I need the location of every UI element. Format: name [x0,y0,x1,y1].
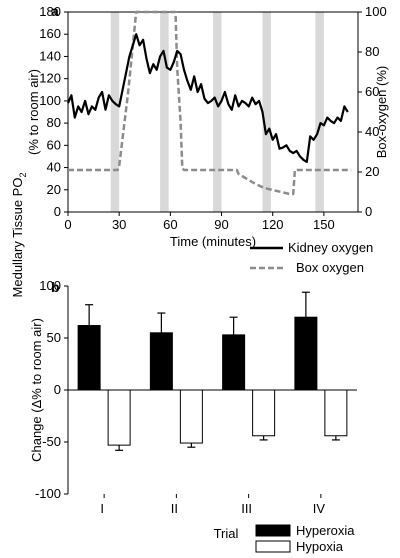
panel-a-xlabel: Time (minutes) [170,234,256,249]
y-tick-label: 50 [47,330,61,345]
panel-b-legend: Hyperoxia Hypoxia [255,523,355,554]
bar-hypoxia [179,389,203,444]
bar-hypoxia [107,389,131,446]
panel-b-y-ticks: -100 -50 0 50 100 [35,278,68,501]
shared-ylabel: Medullary Tissue PO2 [10,173,28,298]
bar-hypoxia [324,389,348,437]
shaded-interval [262,12,271,212]
legend-box-oxygen-label: Box oxygen [296,260,364,275]
panel-a-right-ticks: 0 20 40 60 80 100 [358,4,387,219]
shaded-interval [160,12,169,212]
bar-hyperoxia [149,332,173,391]
shared-ylabel-main: Medullary Tissue PO [10,178,25,298]
y-tick-label: 0 [54,204,61,219]
category-label: IV [313,501,326,516]
y-tick-label: 100 [39,93,61,108]
category-label: III [241,501,252,516]
y-tick-label: -100 [35,486,61,501]
legend-hypoxia-label: Hypoxia [296,539,344,554]
x-tick-label: 60 [163,217,177,232]
panel-a-ylabel: (% to room air) [26,69,41,155]
panel-b-letter: b [51,279,60,295]
category-label: I [100,501,104,516]
y-tick-label: 40 [47,160,61,175]
shaded-interval [315,12,324,212]
panel-a-left-ticks: 0 20 40 60 80 100 120 140 160 180 [39,4,68,219]
panel-b-categories: I II III IV [100,494,325,516]
legend-kidney-oxygen-label: Kidney oxygen [288,240,373,255]
bar-hyperoxia [222,334,246,391]
y2-tick-label: 0 [365,204,372,219]
panel-a-axes [67,11,359,213]
series-kidney-oxygen [66,33,349,164]
x-tick-label: 30 [112,217,126,232]
y-tick-label: 80 [47,115,61,130]
y2-tick-label: 60 [365,84,379,99]
y2-tick-label: 20 [365,164,379,179]
bar-hypoxia [252,389,276,437]
x-tick-label: 90 [214,217,228,232]
panel-a-legend: Kidney oxygen Box oxygen [250,240,373,275]
panel-a-series [66,10,352,196]
shaded-interval [110,12,120,212]
x-tick-label: 120 [262,217,284,232]
y-tick-label: 140 [39,48,61,63]
x-tick-label: 150 [313,217,335,232]
y-tick-label: 120 [39,71,61,86]
bar-hyperoxia [294,316,318,391]
legend-hyperoxia-label: Hyperoxia [296,523,355,538]
y-tick-label: 0 [54,382,61,397]
panel-a-x-ticks: 0 30 60 90 120 150 [64,212,335,232]
bar-hyperoxia [77,325,101,391]
legend-hyperoxia-swatch [255,524,291,537]
y-tick-label: 60 [47,137,61,152]
legend-hypoxia-swatch [255,540,291,553]
panel-b-bars [77,291,348,451]
y-tick-label: -50 [42,434,61,449]
y-tick-label: 160 [39,26,61,41]
shared-ylabel-sub: 2 [18,173,28,178]
panel-a-letter: a [51,3,59,19]
shaded-intervals [110,12,324,212]
y-tick-label: 180 [39,4,61,19]
panel-b-xlabel: Trial [214,526,239,541]
y2-tick-label: 100 [365,4,387,19]
y2-tick-label: 80 [365,44,379,59]
y-tick-label: 20 [47,182,61,197]
shaded-interval [213,12,222,212]
x-tick-label: 0 [64,217,71,232]
y-tick-label: 100 [39,278,61,293]
panel-b-ylabel: Change (Δ% to room air) [29,318,44,462]
y2-tick-label: 40 [365,124,379,139]
panel-a-y2label: Box-oxygen (%) [374,66,389,158]
category-label: II [171,501,178,516]
